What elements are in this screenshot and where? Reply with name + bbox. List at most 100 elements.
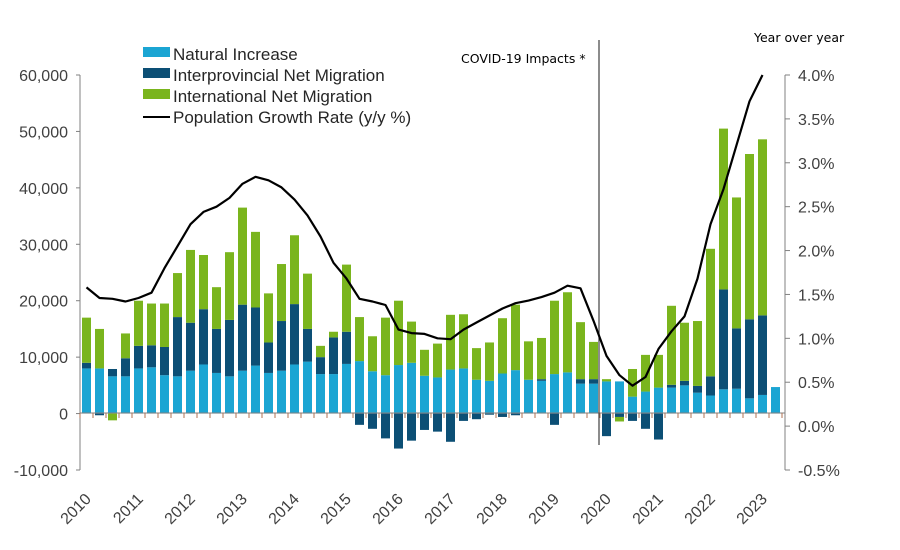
growth-rate-line [85,74,764,387]
bar-natural-increase [537,380,546,414]
bar-interprovincial [745,319,754,399]
x-axis-tick-label: 2021 [630,491,667,528]
bar-interprovincial [264,342,273,373]
right-axis-tick-label: 4.0% [798,68,834,85]
bar-interprovincial [355,413,364,425]
right-axis-tick-label: 0.5% [798,375,834,392]
bar-natural-increase [251,365,260,414]
x-axis-tick-label: 2023 [734,491,771,528]
right-axis-tick-label: 0.0% [798,419,834,436]
bar-interprovincial [212,328,221,373]
left-axis-tick-label: 20,000 [19,294,68,311]
covid-annotation: COVID-19 Impacts * [461,40,600,445]
bar-international [589,341,598,380]
x-axis-tick-label: 2019 [526,491,563,528]
bar-interprovincial [173,317,182,377]
bar-natural-increase [95,368,104,414]
bar-natural-increase [550,374,559,414]
bar-natural-increase [212,372,221,414]
bar-interprovincial [394,413,403,449]
bar-international [550,300,559,375]
bar-international [420,349,429,376]
bar-interprovincial [680,380,689,386]
bars-layer [82,128,780,449]
bar-international [368,336,377,372]
bar-interprovincial [147,345,156,368]
bar-natural-increase [407,362,416,414]
bar-international [329,331,338,338]
bar-interprovincial [446,413,455,442]
bar-international [446,314,455,370]
bar-international [342,264,351,332]
bar-international [147,303,156,346]
bar-interprovincial [498,413,507,417]
bar-international [745,154,754,320]
bar-interprovincial [160,346,169,376]
bar-natural-increase [238,370,247,414]
left-axis-tick-label: 40,000 [19,181,68,198]
bar-natural-increase [706,395,715,414]
bar-interprovincial [706,376,715,396]
bar-interprovincial [732,328,741,389]
bar-international [186,249,195,323]
bar-interprovincial [342,331,351,364]
bar-natural-increase [355,361,364,414]
bar-international [654,354,663,388]
bar-international [433,343,442,378]
bar-international [498,318,507,374]
bar-natural-increase [160,375,169,414]
bar-international [459,314,468,369]
bar-natural-increase [134,368,143,414]
legend-label-interprovincial: Interprovincial Net Migration [173,66,385,85]
bar-international [524,341,533,380]
bar-international [95,328,104,369]
bar-natural-increase [277,370,286,414]
bar-interprovincial [511,413,520,416]
bar-interprovincial [420,413,429,430]
x-axis-tick-label: 2017 [422,491,459,528]
bar-natural-increase [446,369,455,414]
covid-annotation-label: COVID-19 Impacts * [461,51,586,66]
left-axis-tick-label: -10,000 [14,463,68,480]
bar-interprovincial [225,319,234,377]
bar-international [121,333,130,359]
legend-label-growth-rate: Population Growth Rate (y/y %) [173,108,411,127]
bar-interprovincial [186,322,195,371]
bar-international [576,322,585,380]
bar-international [303,273,312,329]
bar-interprovincial [654,413,663,440]
right-axis-tick-label: 2.0% [798,244,834,261]
legend-swatch-interprovincial [143,68,170,78]
legend: Natural Increase Interprovincial Net Mig… [143,45,411,127]
bar-interprovincial [238,304,247,371]
left-axis-tick-label: 60,000 [19,68,68,85]
bar-natural-increase [420,375,429,414]
bar-natural-increase [316,374,325,414]
bar-natural-increase [381,375,390,414]
bar-interprovincial [368,413,377,429]
bar-natural-increase [589,383,598,414]
bar-international [173,273,182,318]
x-axis-tick-label: 2010 [58,491,95,528]
bar-international [108,413,117,421]
bar-natural-increase [576,383,585,414]
x-axis-tick-label: 2022 [682,491,719,528]
bar-international [758,139,767,316]
bar-interprovincial [758,315,767,395]
legend-label-natural-increase: Natural Increase [173,45,298,64]
bar-international [602,379,611,382]
bar-natural-increase [771,387,780,414]
x-axis-tick-label: 2015 [318,491,355,528]
bar-natural-increase [459,368,468,414]
bar-interprovincial [459,413,468,421]
bar-international [212,287,221,329]
bar-international [667,305,676,385]
bar-interprovincial [602,413,611,437]
bar-interprovincial [485,413,494,415]
legend-label-international: International Net Migration [173,87,372,106]
bar-natural-increase [641,391,650,414]
bar-natural-increase [264,372,273,414]
bar-international [537,337,546,380]
x-axis-tick-label: 2014 [266,491,303,528]
bar-interprovincial [251,307,260,366]
